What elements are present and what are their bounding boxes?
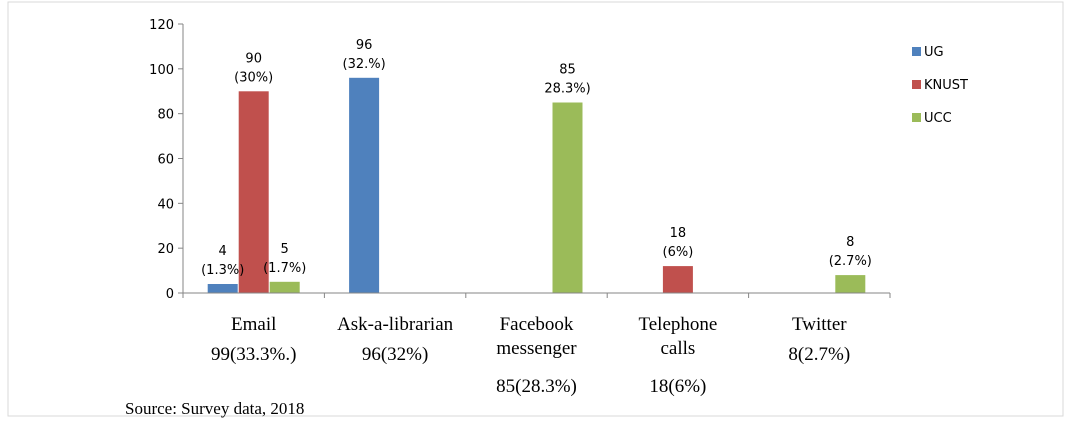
- data-label-value: 8: [846, 235, 854, 250]
- y-tick-label: 100: [149, 63, 174, 78]
- data-label-value: 4: [219, 244, 227, 259]
- data-label-percent: 28.3%): [544, 82, 590, 97]
- data-label-percent: (6%): [663, 245, 694, 260]
- data-label-percent: (1.3%): [201, 263, 244, 278]
- category-total: 18(6%): [649, 376, 706, 397]
- category-total: 85(28.3%): [496, 376, 577, 397]
- y-tick-label: 60: [157, 153, 174, 168]
- bar-ug-0: [207, 284, 238, 293]
- source-note: Source: Survey data, 2018: [125, 399, 304, 418]
- y-tick-label: 20: [157, 242, 174, 257]
- data-label-value: 18: [670, 226, 687, 241]
- bar-ug-1: [349, 77, 380, 293]
- category-label: calls: [660, 338, 695, 359]
- data-label-percent: (30%): [234, 70, 273, 85]
- y-tick-label: 0: [166, 287, 174, 302]
- y-tick-label: 80: [157, 108, 174, 123]
- category-label: Telephone: [638, 314, 717, 335]
- bar-ucc-4: [835, 275, 866, 293]
- data-label-value: 5: [281, 242, 289, 257]
- category-total: 96(32%): [362, 344, 428, 365]
- legend-label-ug: UG: [924, 45, 944, 60]
- bar-ucc-0: [269, 281, 300, 293]
- legend-swatch-ucc: [912, 113, 921, 122]
- data-label-percent: (2.7%): [829, 254, 872, 269]
- data-label-value: 90: [245, 51, 262, 66]
- bar-knust-3: [662, 266, 693, 293]
- category-label: Ask-a-librarian: [337, 314, 454, 335]
- category-label: Twitter: [792, 314, 847, 335]
- legend-swatch-knust: [912, 80, 921, 89]
- data-label-percent: (1.7%): [263, 261, 306, 276]
- legend-label-knust: KNUST: [924, 78, 968, 93]
- category-total: 8(2.7%): [788, 344, 850, 365]
- category-label: messenger: [496, 338, 577, 359]
- category-total: 99(33.3%.): [211, 344, 296, 365]
- category-label: Facebook: [500, 314, 574, 335]
- data-label-percent: (32.%): [343, 57, 386, 72]
- legend-swatch-ug: [912, 47, 921, 56]
- y-tick-label: 120: [149, 18, 174, 33]
- y-tick-label: 40: [157, 197, 174, 212]
- chart-border: [7, 1, 1064, 417]
- bar-knust-0: [238, 91, 269, 294]
- data-label-value: 96: [356, 38, 373, 53]
- legend-label-ucc: UCC: [924, 111, 952, 126]
- data-label-value: 85: [559, 63, 576, 78]
- category-label: Email: [231, 314, 276, 335]
- bar-ucc-2: [552, 102, 583, 293]
